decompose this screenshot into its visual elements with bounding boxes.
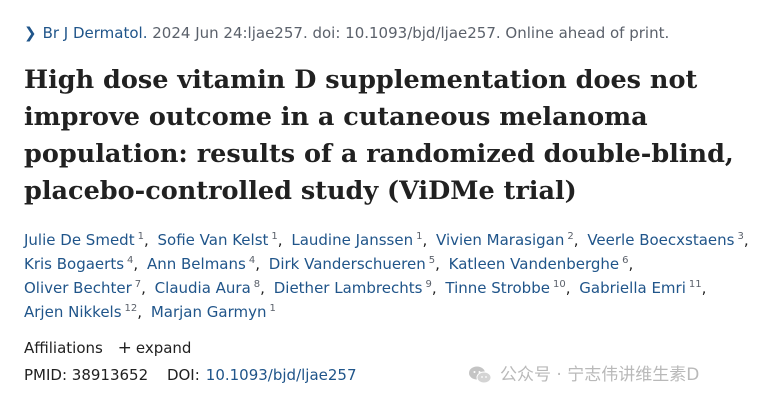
pmid-value: 38913652 bbox=[71, 366, 149, 384]
article-title: High dose vitamin D supplementation does… bbox=[24, 65, 734, 206]
author-item[interactable]: Diether Lambrechts 9, bbox=[273, 279, 437, 297]
identifiers-row: PMID: 38913652 DOI: 10.1093/bjd/ljae257 bbox=[24, 365, 357, 385]
expand-affiliations-button[interactable]: + expand bbox=[117, 338, 192, 358]
plus-icon: + bbox=[117, 338, 132, 358]
author-item[interactable]: Laudine Janssen 1, bbox=[291, 231, 428, 249]
author-item[interactable]: Claudia Aura 8, bbox=[154, 279, 265, 297]
author-item[interactable]: Katleen Vandenberghe 6, bbox=[448, 255, 634, 273]
author-item[interactable]: Oliver Bechter 7, bbox=[24, 279, 146, 297]
author-item[interactable]: Veerle Boecxstaens 3, bbox=[587, 231, 749, 249]
watermark: 公众号 · 宁志伟讲维生素D bbox=[468, 364, 699, 386]
author-item[interactable]: Julie De Smedt 1, bbox=[24, 231, 149, 249]
author-item[interactable]: Sofie Van Kelst 1, bbox=[157, 231, 283, 249]
author-item[interactable]: Ann Belmans 4, bbox=[146, 255, 260, 273]
affiliations-row: Affiliations + expand bbox=[24, 338, 191, 358]
author-item[interactable]: Kris Bogaerts 4, bbox=[24, 255, 139, 273]
journal-citation: ❯ Br J Dermatol. 2024 Jun 24:ljae257. doi… bbox=[24, 23, 669, 43]
author-item[interactable]: Gabriella Emri 11, bbox=[579, 279, 707, 297]
citation-text: 2024 Jun 24:ljae257. doi: 10.1093/bjd/lj… bbox=[152, 24, 670, 42]
doi-label: DOI: bbox=[166, 366, 200, 384]
chevron-right-icon[interactable]: ❯ bbox=[24, 24, 37, 42]
author-item[interactable]: Vivien Marasigan 2, bbox=[436, 231, 579, 249]
author-item[interactable]: Arjen Nikkels 12, bbox=[24, 303, 143, 321]
author-item[interactable]: Dirk Vanderschueren 5, bbox=[268, 255, 440, 273]
journal-link[interactable]: Br J Dermatol. bbox=[42, 24, 148, 42]
doi-link[interactable]: 10.1093/bjd/ljae257 bbox=[205, 366, 357, 384]
affiliations-label: Affiliations bbox=[24, 339, 103, 357]
authors-list: Julie De Smedt 1, Sofie Van Kelst 1, Laudi… bbox=[24, 228, 769, 324]
author-item[interactable]: Tinne Strobbe 10, bbox=[445, 279, 571, 297]
watermark-text: 公众号 · 宁志伟讲维生素D bbox=[500, 365, 700, 385]
wechat-icon bbox=[469, 366, 492, 384]
pmid-label: PMID: bbox=[24, 366, 68, 384]
author-item[interactable]: Marjan Garmyn 1 bbox=[150, 303, 276, 321]
